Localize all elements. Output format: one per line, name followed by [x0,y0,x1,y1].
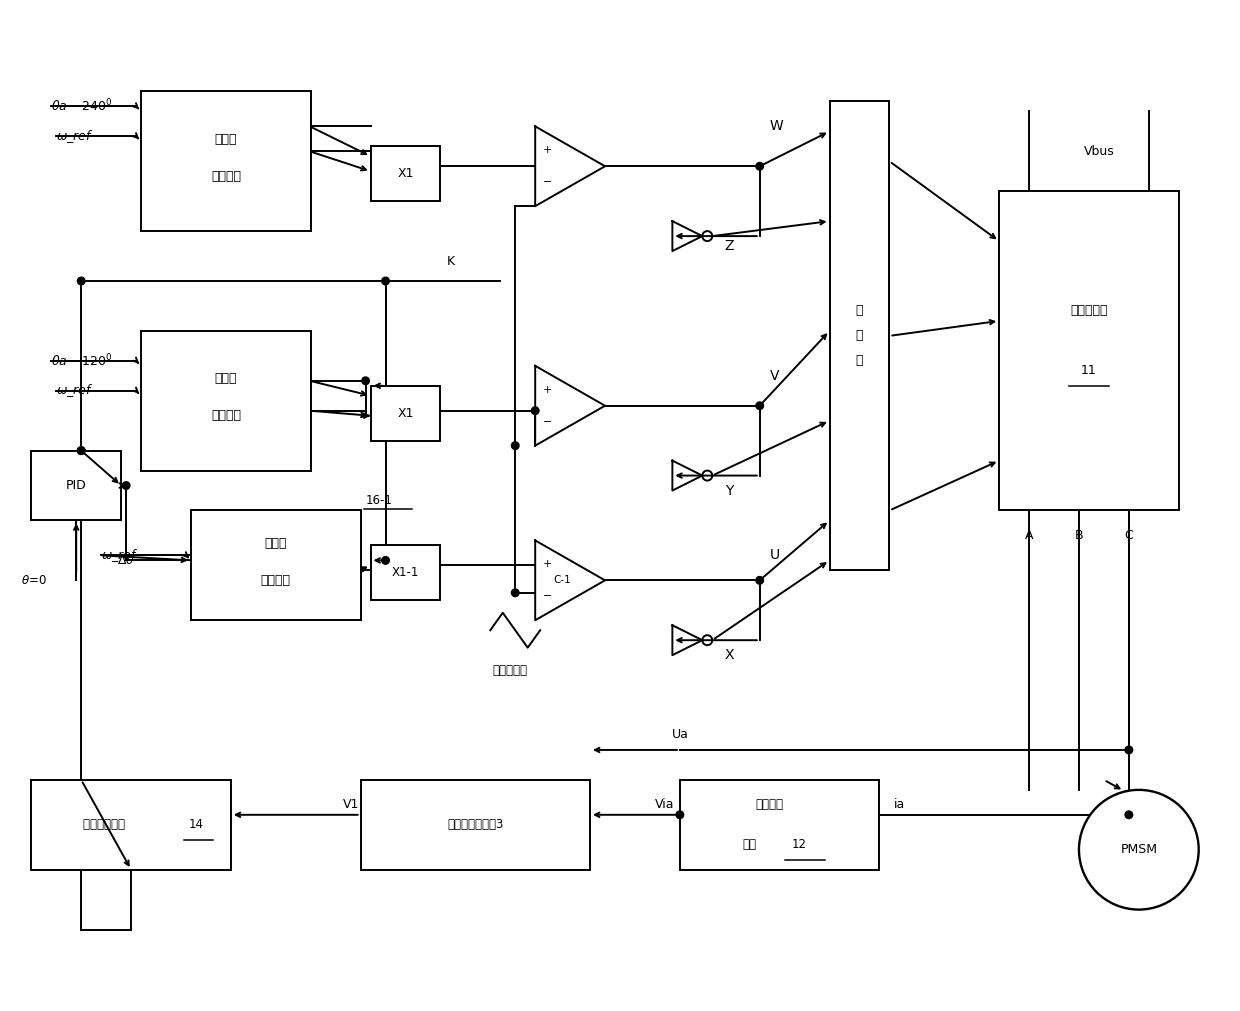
Bar [371,545,440,601]
Text: 动: 动 [856,330,863,343]
Circle shape [676,811,683,819]
Text: K: K [446,255,454,268]
Bar [680,779,879,869]
Text: Via: Via [655,799,675,812]
Text: 调制波: 调制波 [215,132,237,146]
Text: Ua: Ua [671,729,688,741]
Circle shape [756,402,764,409]
Circle shape [702,635,712,645]
Text: −: − [542,591,552,602]
Circle shape [511,589,520,596]
Bar [361,779,590,869]
Circle shape [382,557,389,564]
Bar [141,331,311,470]
Text: 驱: 驱 [856,304,863,317]
Text: 角度计算电路: 角度计算电路 [83,818,129,831]
Circle shape [702,232,712,241]
Circle shape [362,377,370,384]
Text: $\omega\_ref$: $\omega\_ref$ [102,547,139,564]
Bar [999,191,1179,511]
Text: B: B [1075,529,1084,542]
Text: X1-1: X1-1 [392,566,419,579]
Text: +: + [542,385,552,394]
Circle shape [702,470,712,480]
Text: $\theta a-120^{0}$: $\theta a-120^{0}$ [51,353,113,369]
Circle shape [1125,746,1132,754]
Text: 11: 11 [1081,364,1097,377]
Text: +: + [542,559,552,569]
Circle shape [77,447,86,454]
Text: $\omega\_ref$: $\omega\_ref$ [56,382,94,399]
Circle shape [1125,811,1132,819]
Text: Z: Z [724,239,734,253]
Text: C: C [1125,529,1133,542]
Circle shape [382,277,389,285]
Circle shape [756,163,764,170]
Circle shape [123,482,130,489]
Text: 电流采样: 电流采样 [755,799,784,812]
Text: 产生电路: 产生电路 [260,574,290,586]
Text: 12: 12 [792,838,807,851]
Text: $\Delta\theta$: $\Delta\theta$ [117,553,135,567]
Bar [141,91,311,232]
Text: U: U [770,548,780,562]
Text: 三角波信号: 三角波信号 [492,663,528,676]
Bar [191,511,361,620]
Bar [31,779,231,869]
Text: X1: X1 [397,406,414,420]
Text: 三相逆变器: 三相逆变器 [1070,304,1107,317]
Bar [371,147,440,201]
Text: V: V [770,369,779,383]
Circle shape [77,447,86,454]
Text: V1: V1 [342,799,358,812]
Text: 器: 器 [856,354,863,367]
Text: 产生电路: 产生电路 [211,409,241,423]
Text: C-1: C-1 [553,575,570,585]
Bar [371,386,440,441]
Text: PID: PID [66,479,87,492]
Circle shape [532,406,539,415]
Text: $\theta\!=\!0$: $\theta\!=\!0$ [21,574,48,586]
Text: −: − [542,417,552,427]
Circle shape [511,442,520,450]
Text: +: + [542,146,552,156]
Text: ia: ia [894,799,905,812]
Text: 产生电路: 产生电路 [211,170,241,183]
Text: 16-1: 16-1 [366,494,392,507]
Text: W: W [770,119,784,133]
Text: Vbus: Vbus [1084,145,1115,158]
Text: PMSM: PMSM [1120,843,1157,856]
Bar [830,101,889,570]
Text: 电路: 电路 [743,838,756,851]
Text: 调制波: 调制波 [215,372,237,385]
Text: 14: 14 [188,818,203,831]
Circle shape [756,576,764,584]
Text: 调制波: 调制波 [264,537,286,550]
Text: Y: Y [724,483,733,497]
Text: X: X [724,648,734,662]
Text: −: − [542,177,552,187]
Text: $\omega\_ref$: $\omega\_ref$ [56,127,94,145]
Circle shape [77,277,86,285]
Text: A: A [1024,529,1033,542]
Circle shape [1079,790,1199,910]
Text: X1: X1 [397,167,414,180]
Text: $\theta a-240^{0}$: $\theta a-240^{0}$ [51,98,113,114]
Bar [31,451,122,521]
Text: 反电势估算模块3: 反电势估算模块3 [448,818,503,831]
